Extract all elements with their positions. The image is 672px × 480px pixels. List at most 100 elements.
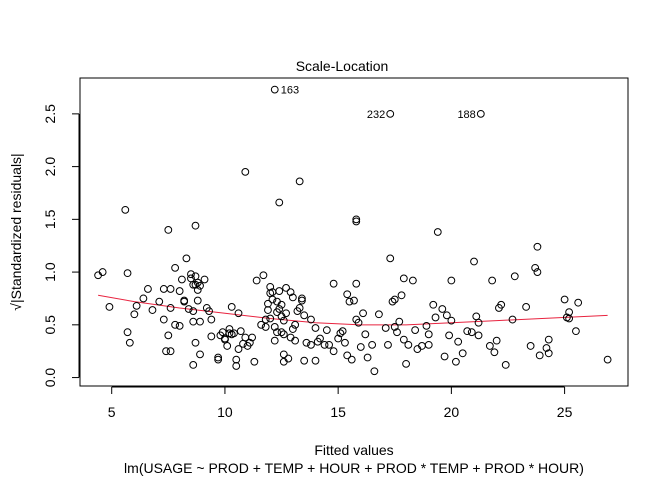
- x-tick-label: 25: [557, 404, 573, 420]
- data-point: [298, 294, 306, 303]
- data-point: [98, 268, 107, 276]
- data-point: [123, 328, 132, 337]
- data-point: [492, 336, 501, 345]
- data-point: [166, 285, 175, 293]
- data-point: [234, 345, 243, 353]
- data-point: [266, 282, 275, 291]
- data-point: [542, 344, 551, 352]
- data-point: [236, 327, 245, 336]
- data-point: [533, 268, 542, 276]
- data-point: [288, 293, 297, 302]
- data-point: [485, 342, 494, 350]
- x-axis: 5 10 15 20 25: [108, 386, 573, 420]
- data-point: [544, 335, 553, 344]
- data-point: [470, 257, 478, 266]
- data-point: [288, 325, 297, 333]
- data-point: [191, 338, 200, 347]
- data-point: [368, 340, 377, 349]
- data-point: [166, 304, 175, 312]
- data-point: [214, 353, 223, 362]
- data-point: [270, 323, 279, 331]
- data-point: [162, 347, 170, 356]
- y-tick-label: 2.0: [42, 157, 58, 177]
- data-point: [544, 349, 553, 358]
- data-point: [522, 302, 530, 311]
- data-point: [361, 330, 370, 339]
- data-point: [431, 313, 440, 322]
- data-point: [191, 280, 200, 289]
- data-point: [560, 295, 569, 304]
- data-point: [603, 355, 612, 364]
- data-point: [343, 290, 352, 299]
- data-point: [356, 343, 365, 351]
- data-point: [214, 355, 223, 364]
- data-point: [155, 297, 164, 306]
- data-point: [279, 330, 288, 339]
- x-tick-label: 5: [108, 404, 116, 420]
- plot-frame: [79, 77, 629, 387]
- data-point: [282, 309, 290, 318]
- data-point: [452, 357, 460, 366]
- data-point: [375, 310, 383, 319]
- model-formula-subtitle: lm(USAGE ~ PROD + TEMP + HOUR + PROD * T…: [124, 460, 584, 476]
- data-point: [189, 307, 198, 316]
- data-point: [390, 323, 399, 331]
- data-point: [207, 315, 216, 324]
- data-point: [447, 276, 456, 285]
- data-point: [230, 329, 238, 338]
- y-tick-label: 0.5: [42, 315, 58, 335]
- data-point: [205, 307, 213, 316]
- data-point: [399, 335, 408, 344]
- data-point: [320, 340, 329, 349]
- data-point: [424, 330, 433, 339]
- data-point: [273, 328, 281, 337]
- data-point: [270, 336, 279, 345]
- data-point: [164, 225, 173, 234]
- data-point: [171, 263, 180, 272]
- data-point: [295, 177, 304, 186]
- data-point: [307, 340, 315, 349]
- data-point: [458, 349, 467, 358]
- data-point: [424, 340, 433, 349]
- data-point: [467, 328, 476, 337]
- labeled-point: [386, 109, 395, 118]
- data-point: [268, 295, 277, 304]
- data-point: [447, 316, 456, 325]
- data-point: [175, 287, 184, 295]
- point-label: 163: [281, 85, 299, 97]
- data-point: [533, 242, 542, 251]
- data-point: [574, 298, 583, 307]
- data-point: [535, 351, 544, 360]
- data-point: [164, 331, 173, 340]
- y-tick-label: 2.5: [42, 104, 58, 124]
- data-point: [440, 352, 449, 361]
- data-point: [329, 347, 338, 356]
- data-point: [343, 351, 352, 360]
- data-point: [510, 272, 519, 281]
- data-point: [286, 288, 295, 297]
- data-point: [196, 350, 204, 359]
- data-point: [497, 300, 506, 309]
- data-point: [279, 350, 288, 359]
- data-point: [422, 321, 431, 330]
- point-label: 188: [457, 109, 475, 121]
- data-point: [395, 317, 404, 326]
- points-layer: [94, 167, 612, 376]
- data-point: [275, 198, 284, 207]
- data-point: [384, 340, 392, 349]
- data-point: [282, 284, 290, 292]
- data-point: [196, 281, 204, 290]
- data-point: [259, 271, 268, 280]
- data-point: [257, 320, 266, 329]
- data-point: [182, 254, 191, 263]
- data-point: [316, 334, 324, 343]
- data-point: [307, 315, 315, 324]
- data-point: [264, 299, 272, 308]
- data-point: [429, 300, 438, 309]
- data-point: [488, 276, 497, 285]
- data-point: [474, 318, 483, 327]
- data-point: [123, 269, 132, 278]
- data-point: [277, 328, 286, 337]
- data-point: [275, 305, 284, 313]
- labeled-points-layer: 163 232 188: [270, 85, 485, 121]
